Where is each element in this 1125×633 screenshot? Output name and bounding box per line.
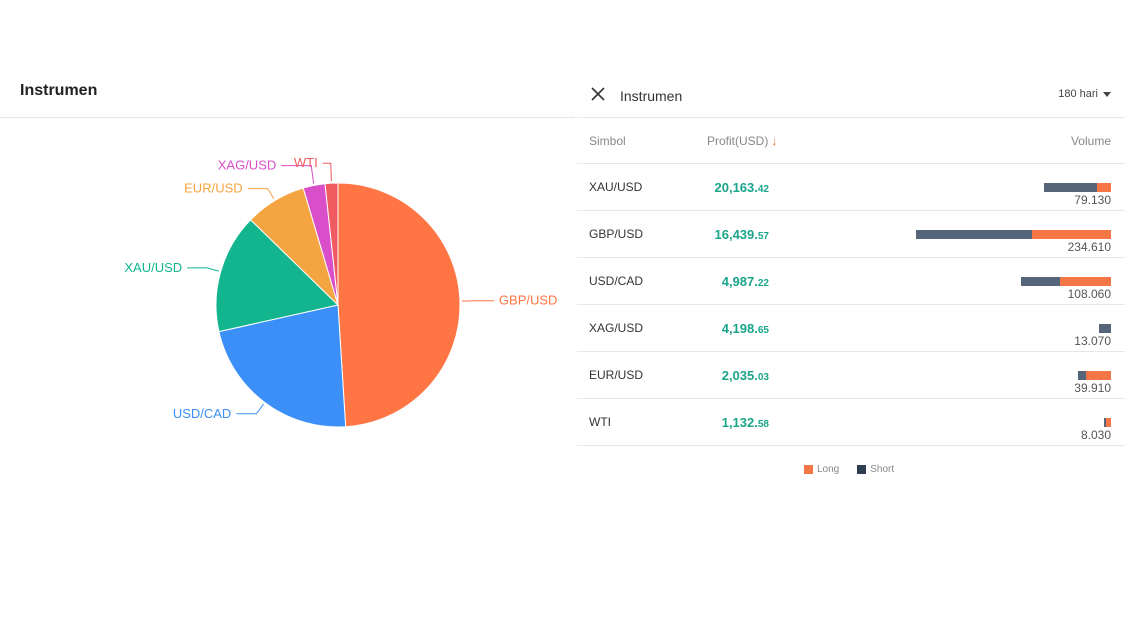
volume-legend: Long Short <box>804 464 894 475</box>
row-profit-decimal: 22 <box>758 278 769 289</box>
row-profit-decimal: 58 <box>758 419 769 430</box>
row-profit-integer: 4,987. <box>722 274 758 289</box>
row-volume: 39.910 <box>1074 381 1111 395</box>
column-header-profit-label: Profit(USD) <box>707 134 768 148</box>
pie-label: GBP/USD <box>499 293 558 308</box>
long-volume-bar <box>1060 277 1111 286</box>
row-symbol: XAU/USD <box>589 180 642 194</box>
row-profit-integer: 16,439. <box>715 227 758 242</box>
column-header-volume: Volume <box>1071 134 1111 148</box>
legend-item-short[interactable]: Short <box>857 464 894 475</box>
row-profit: 1,132.58 <box>722 415 769 430</box>
instrument-rows: XAU/USD 20,163.42 79.130 GBP/USD 16,439.57 23… <box>577 164 1125 446</box>
row-profit: 20,163.42 <box>715 180 770 195</box>
pie-label-line <box>323 163 332 181</box>
column-header-symbol: Simbol <box>589 134 626 148</box>
column-header-profit[interactable]: Profit(USD) ↓ <box>707 134 777 148</box>
pie-label-line <box>248 189 274 199</box>
row-volume: 108.060 <box>1068 287 1111 301</box>
row-profit-decimal: 42 <box>758 184 769 195</box>
legend-swatch-long <box>804 465 813 474</box>
caret-down-icon <box>1103 92 1111 97</box>
long-volume-bar <box>1032 230 1111 239</box>
table-row[interactable]: XAG/USD 4,198.65 13.070 <box>577 305 1125 352</box>
row-profit-integer: 20,163. <box>715 180 758 195</box>
pie-chart: GBP/USD USD/CAD XAU/USD EUR/USD XAG/USD WTI <box>0 70 575 470</box>
row-symbol: USD/CAD <box>589 274 643 288</box>
long-volume-bar <box>1086 371 1111 380</box>
short-volume-bar <box>1078 371 1086 380</box>
pie-label: XAG/USD <box>218 158 277 173</box>
sort-descending-icon: ↓ <box>771 134 777 148</box>
row-profit: 4,198.65 <box>722 321 769 336</box>
table-row[interactable]: EUR/USD 2,035.03 39.910 <box>577 352 1125 399</box>
period-dropdown[interactable]: 180 hari <box>1058 88 1111 100</box>
pie-label: WTI <box>294 155 318 170</box>
pie-slice-gbp-usd[interactable] <box>338 183 460 427</box>
row-profit-decimal: 03 <box>758 372 769 383</box>
long-volume-bar <box>1106 418 1111 427</box>
short-volume-bar <box>1104 418 1106 427</box>
close-icon[interactable] <box>589 85 607 103</box>
pie-label: USD/CAD <box>173 406 232 421</box>
row-symbol: GBP/USD <box>589 227 643 241</box>
table-row[interactable]: USD/CAD 4,987.22 108.060 <box>577 258 1125 305</box>
legend-swatch-short <box>857 465 866 474</box>
pie-label-line <box>236 404 263 414</box>
row-profit-integer: 1,132. <box>722 415 758 430</box>
row-profit: 4,987.22 <box>722 274 769 289</box>
table-row[interactable]: XAU/USD 20,163.42 79.130 <box>577 164 1125 211</box>
instrument-pie-panel: Instrumen GBP/USD USD/CAD XAU/USD EUR/USD XA… <box>0 70 575 470</box>
short-volume-bar <box>1021 277 1061 286</box>
short-volume-bar <box>1099 324 1111 333</box>
period-dropdown-label: 180 hari <box>1058 88 1098 100</box>
legend-label-long: Long <box>817 464 839 475</box>
table-row[interactable]: GBP/USD 16,439.57 234.610 <box>577 211 1125 258</box>
row-profit-integer: 4,198. <box>722 321 758 336</box>
row-profit: 16,439.57 <box>715 227 770 242</box>
pie-label: XAU/USD <box>124 260 182 275</box>
table-row[interactable]: WTI 1,132.58 8.030 <box>577 399 1125 446</box>
row-symbol: WTI <box>589 415 611 429</box>
row-symbol: EUR/USD <box>589 368 643 382</box>
legend-label-short: Short <box>870 464 894 475</box>
row-profit: 2,035.03 <box>722 368 769 383</box>
row-volume: 8.030 <box>1081 428 1111 442</box>
legend-item-long[interactable]: Long <box>804 464 839 475</box>
row-symbol: XAG/USD <box>589 321 643 335</box>
row-profit-decimal: 65 <box>758 325 769 336</box>
table-panel-title: Instrumen <box>620 88 682 104</box>
pie-label-line <box>187 268 219 271</box>
long-volume-bar <box>1097 183 1111 192</box>
instrument-table-panel: Instrumen 180 hari Simbol Profit(USD) ↓ … <box>577 70 1125 490</box>
row-profit-integer: 2,035. <box>722 368 758 383</box>
short-volume-bar <box>916 230 1033 239</box>
row-volume: 13.070 <box>1074 334 1111 348</box>
table-header: Simbol Profit(USD) ↓ Volume <box>577 118 1125 164</box>
pie-label: EUR/USD <box>184 181 243 196</box>
row-profit-decimal: 57 <box>758 231 769 242</box>
row-volume: 79.130 <box>1074 193 1111 207</box>
row-volume: 234.610 <box>1068 240 1111 254</box>
short-volume-bar <box>1044 183 1097 192</box>
